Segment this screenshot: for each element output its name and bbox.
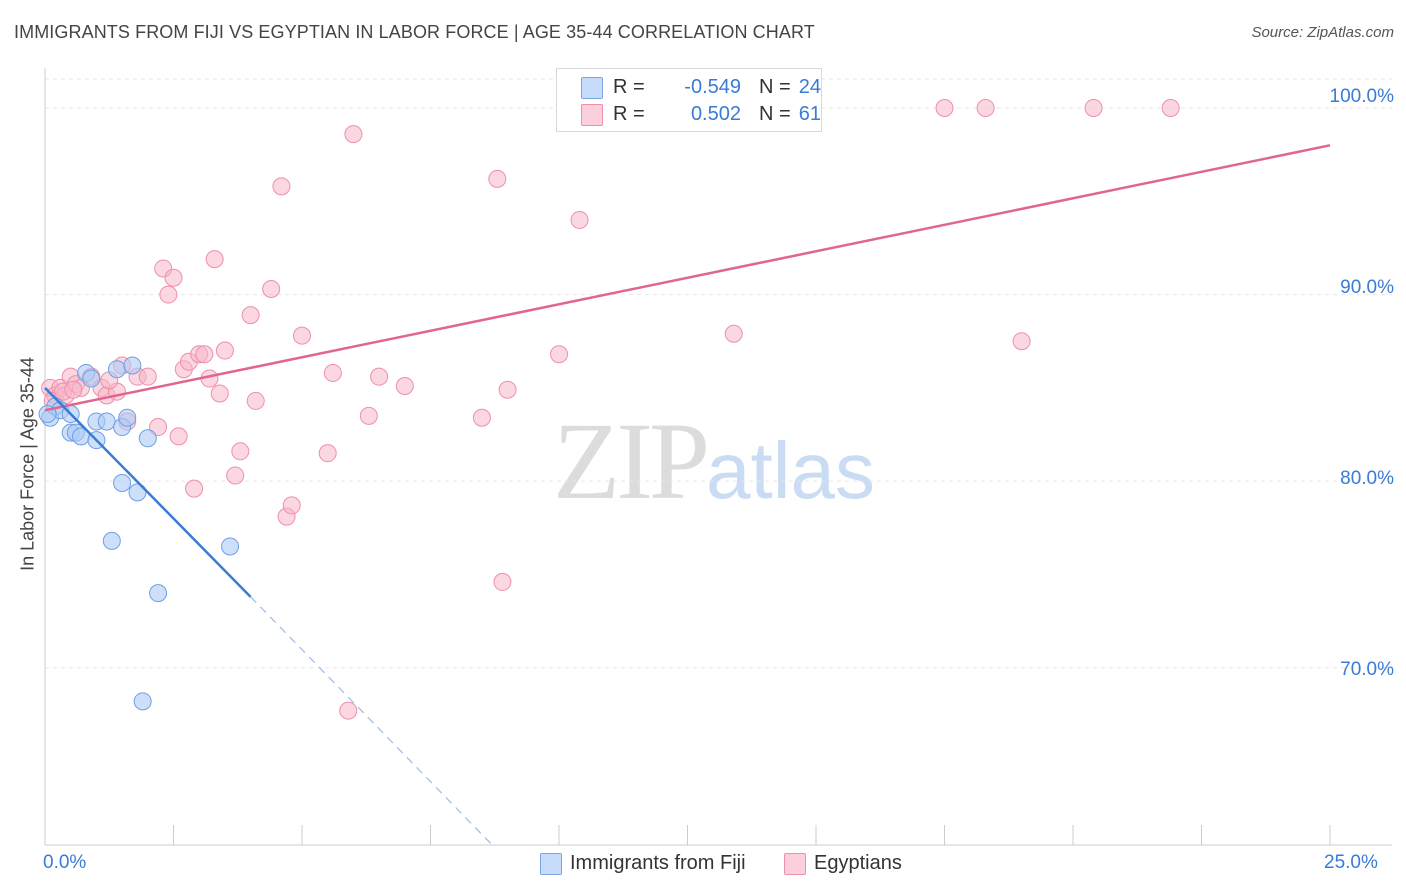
egyptians-point [339, 701, 358, 720]
egyptians-point [293, 326, 311, 345]
bottom-legend-label-egyptians: Egyptians [814, 852, 902, 874]
egyptians-point [241, 306, 260, 325]
egyptians-point [64, 380, 83, 399]
fiji-point [102, 531, 121, 550]
fiji-trend-extension [250, 596, 493, 846]
legend-r-value: 0.502 [690, 103, 741, 125]
egyptians-point [498, 380, 517, 399]
egyptians-point [210, 384, 229, 403]
stats-legend: R = -0.549 N = 24 R = 0.502 N = 61 [556, 68, 822, 132]
bottom-legend-swatch-egyptians [784, 853, 806, 875]
egyptians-point [195, 345, 214, 364]
watermark-atlas: atlas [706, 426, 875, 515]
egyptians-point [344, 125, 363, 144]
fiji-point [107, 360, 126, 379]
legend-n-label: N = [759, 103, 791, 125]
chart-title: IMMIGRANTS FROM FIJI VS EGYPTIAN IN LABO… [14, 22, 815, 42]
source-label: Source: ZipAtlas.com [1251, 24, 1394, 41]
fiji-point [138, 429, 157, 448]
bottom-legend-label-fiji: Immigrants from Fiji [570, 852, 746, 874]
egyptians-point [231, 442, 250, 461]
egyptians-point [395, 377, 414, 395]
egyptians-point [493, 572, 512, 591]
egyptians-point [226, 466, 245, 485]
egyptians-point [272, 177, 291, 196]
legend-n-value: 61 [798, 103, 821, 125]
egyptians-point [205, 250, 224, 269]
egyptians-point [164, 268, 183, 287]
egyptians-point [149, 418, 168, 437]
legend-swatch-fiji [581, 77, 603, 99]
y-tick-label-90: 90.0% [1340, 277, 1394, 298]
legend-r-value: -0.549 [684, 76, 741, 98]
legend-n-value: 24 [798, 76, 821, 98]
egyptians-point [1084, 98, 1103, 117]
fiji-point [97, 412, 116, 431]
egyptians-point [370, 367, 389, 386]
fiji-point [149, 584, 168, 603]
watermark: ZIPatlas [553, 398, 875, 525]
watermark-zip: ZIP [553, 400, 710, 522]
y-tick-label-70: 70.0% [1340, 659, 1394, 680]
egyptians-point [185, 479, 204, 498]
egyptians-trend-line [44, 144, 1331, 412]
egyptians-point [169, 427, 188, 446]
egyptians-point [282, 496, 301, 515]
x-tick-label-max: 25.0% [1324, 852, 1378, 873]
egyptians-point [262, 279, 281, 298]
egyptians-point [246, 391, 265, 410]
fiji-point [128, 483, 147, 502]
egyptians-point [550, 345, 568, 364]
egyptians-point [138, 367, 157, 386]
fiji-trend-line [44, 386, 252, 598]
legend-n-label: N = [759, 76, 791, 98]
legend-r-label: R = [613, 103, 645, 125]
egyptians-point [318, 444, 337, 463]
egyptians-point [472, 408, 491, 427]
y-tick-label-100: 100.0% [1329, 86, 1394, 107]
egyptians-point [1012, 332, 1031, 351]
x-tick-label-min: 0.0% [43, 852, 87, 873]
egyptians-point [159, 285, 178, 304]
egyptians-point [215, 341, 234, 360]
y-axis-label: In Labor Force | Age 35-44 [17, 357, 38, 571]
egyptians-point [935, 98, 954, 117]
egyptians-point [359, 406, 378, 425]
bottom-legend-swatch-fiji [540, 853, 562, 875]
legend-r-label: R = [613, 76, 645, 98]
egyptians-point [976, 98, 995, 117]
fiji-point [133, 692, 152, 711]
legend-swatch-egyptians [581, 104, 603, 126]
egyptians-point [1161, 98, 1180, 117]
egyptians-point [323, 363, 342, 382]
fiji-point [82, 369, 101, 388]
egyptians-point [570, 210, 589, 229]
egyptians-point [724, 324, 743, 343]
fiji-point [123, 356, 142, 375]
fiji-point [113, 474, 132, 493]
y-tick-label-80: 80.0% [1340, 468, 1394, 489]
fiji-point [118, 408, 137, 427]
egyptians-point [488, 169, 507, 188]
fiji-point [221, 537, 240, 556]
